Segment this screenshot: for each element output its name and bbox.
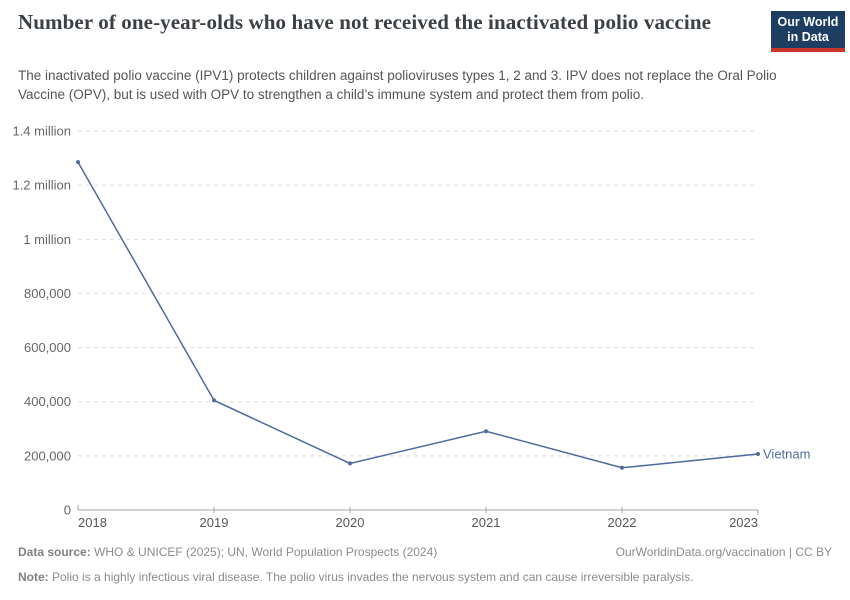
x-axis-tick-label: 2019 bbox=[200, 515, 229, 530]
data-source-label: Data source: bbox=[18, 545, 91, 559]
y-axis-tick-label: 200,000 bbox=[24, 448, 71, 463]
owid-logo-line1: Our World bbox=[777, 15, 839, 29]
data-point bbox=[484, 429, 488, 434]
data-source-text: WHO & UNICEF (2025); UN, World Populatio… bbox=[90, 545, 438, 559]
note-label: Note: bbox=[18, 569, 49, 584]
data-source: Data source: WHO & UNICEF (2025); UN, Wo… bbox=[18, 543, 437, 562]
y-axis-tick-label: 1.2 million bbox=[12, 178, 71, 193]
page-title: Number of one-year-olds who have not rec… bbox=[18, 10, 712, 34]
owid-logo-line2: in Data bbox=[787, 30, 829, 44]
note-text: Polio is a highly infectious viral disea… bbox=[48, 569, 694, 584]
y-axis-tick-label: 0 bbox=[64, 503, 71, 518]
x-axis-tick-label: 2021 bbox=[472, 515, 501, 530]
y-axis-tick-label: 600,000 bbox=[24, 340, 71, 355]
y-axis-tick-label: 1 million bbox=[23, 232, 71, 247]
chart-subtitle: The inactivated polio vaccine (IPV1) pro… bbox=[18, 68, 777, 103]
data-point bbox=[76, 160, 80, 165]
note: Note: Polio is a highly infectious viral… bbox=[18, 568, 832, 587]
x-axis-tick-label: 2018 bbox=[78, 515, 107, 530]
x-axis-tick-label: 2022 bbox=[608, 515, 637, 530]
chart-footer: Data source: WHO & UNICEF (2025); UN, Wo… bbox=[18, 543, 832, 586]
data-point bbox=[212, 398, 216, 403]
data-point bbox=[756, 451, 760, 456]
y-axis-tick-label: 400,000 bbox=[24, 394, 71, 409]
x-axis-tick-label: 2020 bbox=[336, 515, 365, 530]
x-axis-tick-label: 2023 bbox=[729, 515, 758, 530]
attribution-link[interactable]: OurWorldinData.org/vaccination | CC BY bbox=[615, 545, 832, 559]
owid-logo[interactable]: Our World in Data bbox=[771, 11, 845, 52]
y-axis-tick-label: 800,000 bbox=[24, 286, 71, 301]
data-point bbox=[620, 465, 624, 470]
series-line-vietnam[interactable] bbox=[77, 161, 759, 469]
series-label-vietnam[interactable]: Vietnam bbox=[763, 446, 810, 461]
data-point bbox=[348, 461, 352, 466]
y-axis-tick-label: 1.4 million bbox=[12, 124, 71, 139]
